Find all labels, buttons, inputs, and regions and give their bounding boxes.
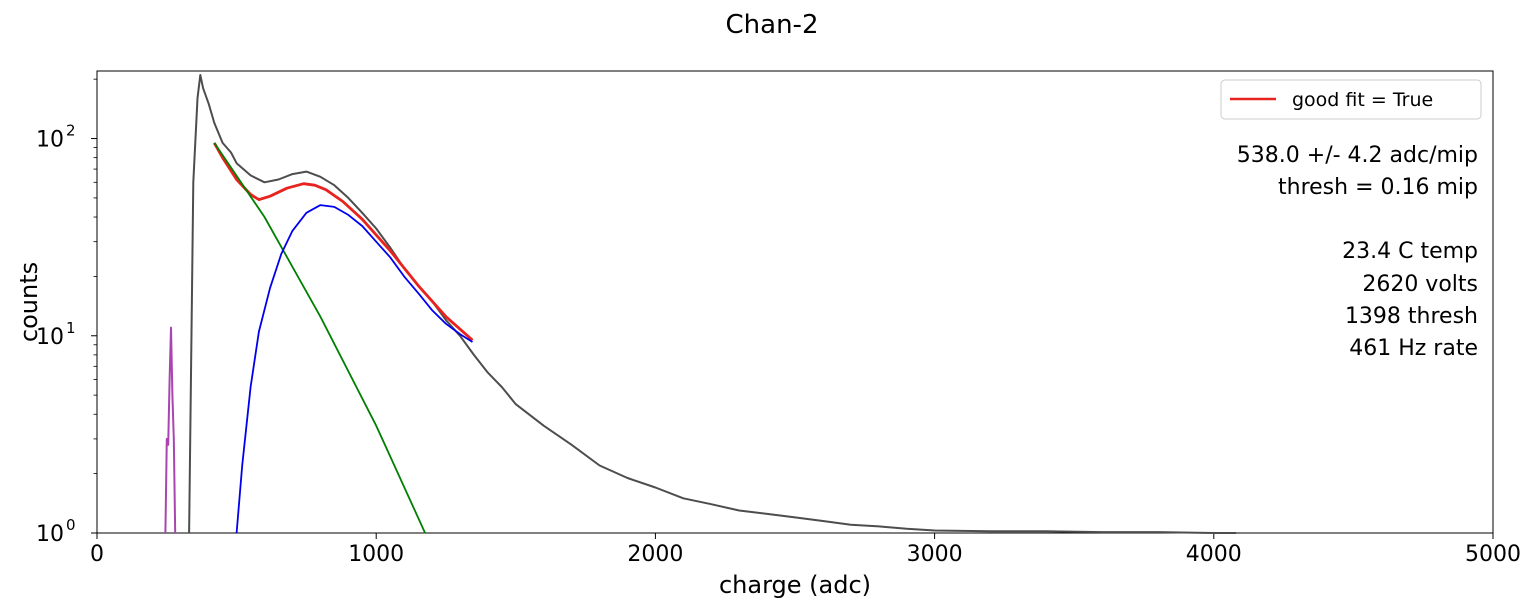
x-tick-label: 0	[90, 542, 104, 567]
annotation-threshold: 1398 thresh	[1345, 304, 1478, 329]
annotation-voltage: 2620 volts	[1362, 272, 1478, 297]
x-axis-label: charge (adc)	[719, 571, 871, 599]
annotation-gain: 538.0 +/- 4.2 adc/mip	[1237, 143, 1478, 168]
x-tick-label: 4000	[1186, 542, 1242, 567]
x-tick-label: 5000	[1465, 542, 1521, 567]
fit-annotations: 538.0 +/- 4.2 adc/mip thresh = 0.16 mip …	[1237, 143, 1478, 361]
y-tick-exponent: 0	[66, 516, 76, 534]
pedestal-series	[164, 326, 177, 534]
histogram-series	[188, 74, 1237, 534]
x-tick-label: 1000	[348, 542, 404, 567]
x-tick-label: 2000	[627, 542, 683, 567]
legend: good fit = True	[1220, 79, 1482, 120]
signal-fit-curve	[235, 204, 473, 534]
annotation-temperature: 23.4 C temp	[1342, 239, 1478, 264]
plot-area	[164, 74, 1237, 534]
legend-label: good fit = True	[1292, 89, 1433, 111]
exponential-fit-curve	[213, 142, 426, 534]
plot-frame	[96, 70, 1494, 534]
annotation-threshold-mip: thresh = 0.16 mip	[1278, 175, 1478, 200]
y-tick-label: 10	[36, 128, 64, 153]
x-axis: 0 1000 2000 3000 4000 5000	[90, 533, 1521, 567]
x-tick-label: 3000	[907, 542, 963, 567]
y-tick-exponent: 1	[66, 319, 76, 337]
y-axis-label: counts	[15, 262, 43, 342]
y-tick-exponent: 2	[66, 122, 76, 140]
annotation-rate: 461 Hz rate	[1349, 336, 1478, 361]
chart-title: Chan-2	[726, 10, 819, 40]
y-tick-label: 10	[36, 325, 64, 350]
y-tick-label: 10	[36, 522, 64, 547]
legend-box	[1220, 79, 1482, 120]
